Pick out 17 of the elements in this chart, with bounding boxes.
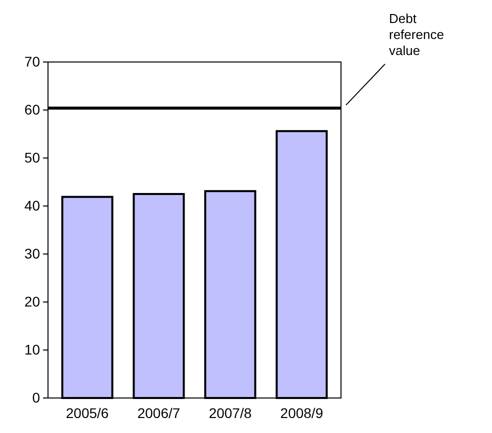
x-tick-label: 2005/6 (66, 404, 109, 421)
x-tick-label: 2008/9 (280, 404, 324, 421)
ref-line-label: Debt reference value (389, 11, 444, 58)
x-tick-label: 2007/8 (208, 404, 252, 421)
bar (204, 190, 256, 399)
bar (61, 196, 114, 399)
bar (276, 130, 328, 399)
y-tick-label: 30 (24, 245, 40, 262)
bar (132, 193, 185, 399)
y-tick-label: 40 (24, 197, 40, 214)
y-tick-label: 70 (24, 53, 40, 70)
x-tick-label: 2006/7 (137, 404, 180, 421)
y-tick-label: 20 (24, 293, 40, 310)
y-tick-label: 50 (24, 149, 40, 166)
y-tick-label: 10 (24, 341, 40, 358)
y-tick-label: 0 (32, 389, 40, 406)
y-tick-label: 60 (24, 101, 40, 118)
